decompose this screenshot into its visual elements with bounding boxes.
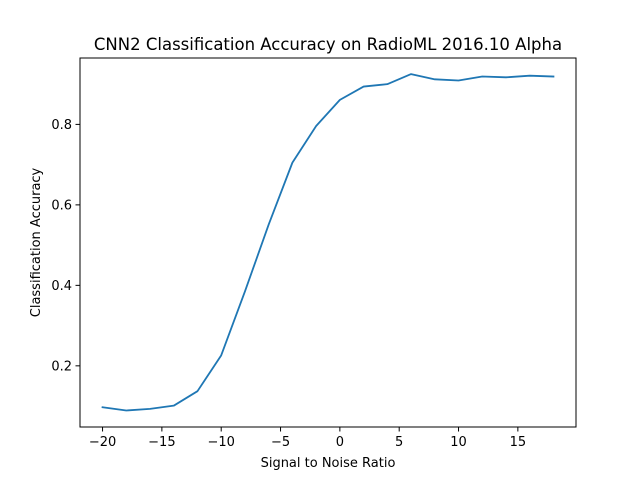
x-tick-label: 0 xyxy=(336,435,344,450)
y-tick-label: 0.8 xyxy=(51,118,72,133)
chart-title: CNN2 Classification Accuracy on RadioML … xyxy=(94,35,562,54)
y-tick-label: 0.2 xyxy=(51,359,72,374)
y-tick-label: 0.6 xyxy=(51,198,72,213)
x-tick-label: −20 xyxy=(89,435,116,450)
x-tick-label: −15 xyxy=(148,435,175,450)
series-line xyxy=(101,73,555,412)
plot-area xyxy=(101,73,555,412)
ticks: −20 −15 −10 −5 0 5 10 15 0.2 0.4 0.6 0.8 xyxy=(51,118,526,450)
y-tick-label: 0.4 xyxy=(51,279,72,294)
x-tick-label: 10 xyxy=(450,435,467,450)
x-axis-label: Signal to Noise Ratio xyxy=(261,456,396,471)
x-tick-label: 5 xyxy=(395,435,403,450)
axes-frame xyxy=(79,57,577,428)
x-tick-label: −10 xyxy=(207,435,234,450)
y-axis-label: Classification Accuracy xyxy=(29,167,44,317)
x-tick-label: 15 xyxy=(510,435,527,450)
x-tick-label: −5 xyxy=(271,435,290,450)
